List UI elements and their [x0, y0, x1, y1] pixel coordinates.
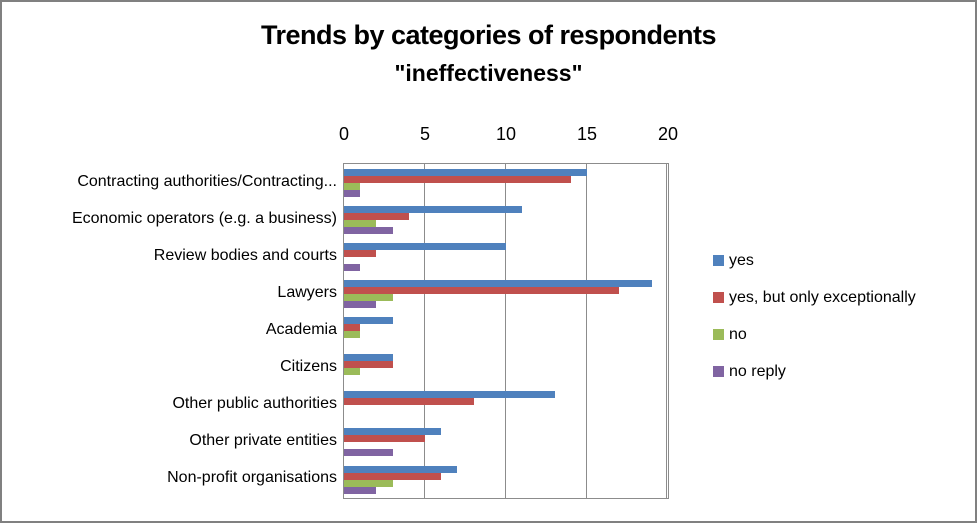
legend-swatch-no-reply: [713, 366, 724, 377]
legend-label-no: no: [729, 325, 747, 343]
bar-yes-lawyers: [344, 279, 652, 287]
category-label-other-public-authorities: Other public authorities: [172, 395, 337, 413]
legend-label-no-reply: no reply: [729, 362, 786, 380]
gridline-10: [505, 164, 506, 498]
category-label-citizens: Citizens: [280, 358, 337, 376]
category-label-non-profit-organisations: Non-profit organisations: [167, 469, 337, 487]
legend-swatch-yes-but-only-exceptionally: [713, 292, 724, 303]
bar-yes-but-only-exceptionally-other-public-authorities: [344, 398, 474, 406]
legend-item-no-reply: no reply: [713, 361, 916, 382]
legend: yes yes, but only exceptionally no no reply: [713, 250, 916, 382]
category-label-academia: Academia: [265, 321, 337, 338]
bar-yes-but-only-exceptionally-review-bodies-and-courts: [344, 249, 377, 257]
bar-no-reply-economic-operators-e-g-a-business: [344, 226, 393, 234]
bar-no-reply-non-profit-organisations: [344, 486, 377, 494]
x-tick-label-20: 20: [657, 124, 679, 144]
bar-yes-contracting-authorities-contracting: [344, 168, 587, 176]
bar-yes-but-only-exceptionally-academia: [344, 324, 361, 331]
bar-yes-but-only-exceptionally-lawyers: [344, 286, 620, 294]
legend-item-yes-but-only-exceptionally: yes, but only exceptionally: [713, 287, 916, 308]
legend-label-yes: yes: [729, 251, 754, 269]
gridline-5: [424, 164, 425, 498]
x-tick-label-5: 5: [419, 124, 431, 144]
bar-yes-but-only-exceptionally-economic-operators-e-g-a-business: [344, 212, 409, 220]
bar-yes-but-only-exceptionally-other-private-entities: [344, 435, 425, 443]
x-tick-label-0: 0: [338, 124, 350, 144]
bar-yes-citizens: [344, 354, 393, 362]
bar-yes-but-only-exceptionally-citizens: [344, 361, 393, 369]
bar-no-non-profit-organisations: [344, 479, 393, 487]
category-label-lawyers: Lawyers: [277, 283, 337, 301]
legend-item-yes: yes: [713, 250, 916, 271]
bar-no-citizens: [344, 368, 361, 376]
gridline-15: [586, 164, 587, 498]
bar-no-lawyers: [344, 293, 393, 301]
legend-swatch-no: [713, 329, 724, 340]
bar-yes-other-public-authorities: [344, 391, 555, 399]
x-tick-label-10: 10: [495, 124, 517, 144]
bar-no-reply-contracting-authorities-contracting: [344, 189, 361, 197]
legend-label-yes-but-only-exceptionally: yes, but only exceptionally: [729, 288, 916, 306]
x-tick-label-15: 15: [576, 124, 598, 144]
plot-area: [343, 163, 669, 499]
bar-yes-but-only-exceptionally-non-profit-organisations: [344, 472, 442, 480]
legend-item-no: no: [713, 324, 916, 345]
bar-yes-economic-operators-e-g-a-business: [344, 205, 523, 213]
category-label-other-private-entities: Other private entities: [189, 432, 337, 450]
bar-yes-academia: [344, 317, 393, 324]
bar-yes-non-profit-organisations: [344, 465, 458, 473]
chart-title: Trends by categories of respondents: [260, 20, 717, 50]
chart-subtitle: "ineffectiveness": [394, 60, 583, 86]
bar-no-reply-lawyers: [344, 300, 377, 308]
category-label-contracting-authorities-contracting: Contracting authorities/Contracting...: [77, 172, 337, 190]
bar-yes-but-only-exceptionally-contracting-authorities-contracting: [344, 175, 571, 183]
bar-no-contracting-authorities-contracting: [344, 182, 361, 190]
gridline-20: [666, 164, 667, 498]
bar-no-economic-operators-e-g-a-business: [344, 219, 377, 227]
bar-yes-review-bodies-and-courts: [344, 242, 506, 250]
bar-no-reply-other-private-entities: [344, 449, 393, 457]
category-label-review-bodies-and-courts: Review bodies and courts: [153, 246, 337, 264]
bar-no-academia: [344, 331, 361, 338]
legend-swatch-yes: [713, 255, 724, 266]
bar-no-reply-review-bodies-and-courts: [344, 263, 361, 271]
category-label-economic-operators-e-g-a-business: Economic operators (e.g. a business): [71, 209, 337, 227]
bar-yes-other-private-entities: [344, 428, 442, 436]
